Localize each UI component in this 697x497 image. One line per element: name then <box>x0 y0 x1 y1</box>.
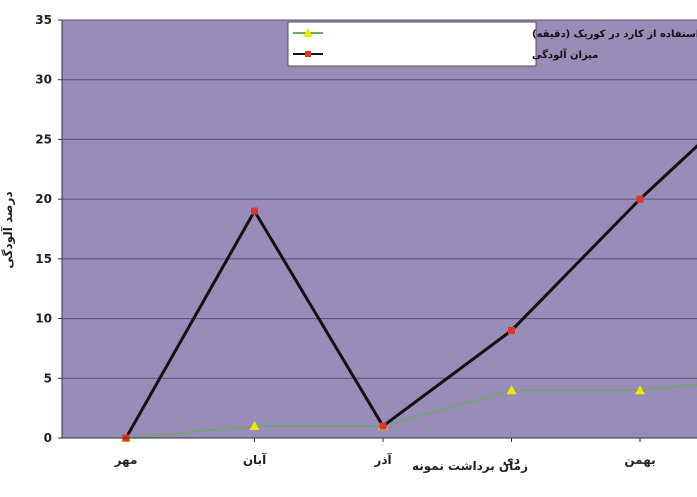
y-tick-label: 25 <box>35 132 52 146</box>
y-axis-ticks: 0 5 10 15 20 25 30 35 <box>35 13 62 445</box>
series-line <box>124 144 697 439</box>
y-tick-label: 0 <box>44 431 52 445</box>
y-tick-label: 10 <box>35 312 52 326</box>
legend-label-contamination: میزان آلودگی <box>532 48 598 61</box>
legend-marker-usage <box>303 28 313 37</box>
gridlines <box>62 19 697 379</box>
x-axis-ticks: مهر آبان آذر دی بهمن <box>114 438 656 467</box>
x-tick-label: دی <box>503 453 520 467</box>
y-tick-label: 20 <box>35 192 52 206</box>
series-line <box>125 383 697 439</box>
data-point-square <box>251 207 258 215</box>
x-tick-label: بهمن <box>624 453 655 467</box>
data-point-triangle <box>635 385 645 395</box>
plot-area <box>62 20 697 438</box>
y-tick-label: 5 <box>44 371 52 385</box>
y-tick-label: 15 <box>35 252 52 266</box>
data-point-square <box>379 422 387 430</box>
x-tick-label: آبان <box>243 452 267 467</box>
x-axis-title: زمان برداشت نمونه <box>412 459 528 474</box>
legend-box <box>287 21 537 67</box>
y-axis-title: درصد آلودگی <box>0 191 16 268</box>
y-tick-label: 30 <box>35 73 52 87</box>
legend-label-usage: زمان استفاده از کارد در کوریک (دقیقه) <box>532 29 697 40</box>
x-tick-label: مهر <box>114 453 138 467</box>
x-tick-label: آذر <box>373 452 392 467</box>
data-point-triangle <box>249 421 260 431</box>
legend: زمان استفاده از کارد در کوریک (دقیقه) می… <box>287 21 697 67</box>
legend-marker-contamination <box>305 51 311 57</box>
data-point-triangle <box>506 385 517 395</box>
data-point-square <box>636 195 644 203</box>
data-point-square <box>508 327 515 335</box>
y-tick-label: 35 <box>35 13 52 27</box>
